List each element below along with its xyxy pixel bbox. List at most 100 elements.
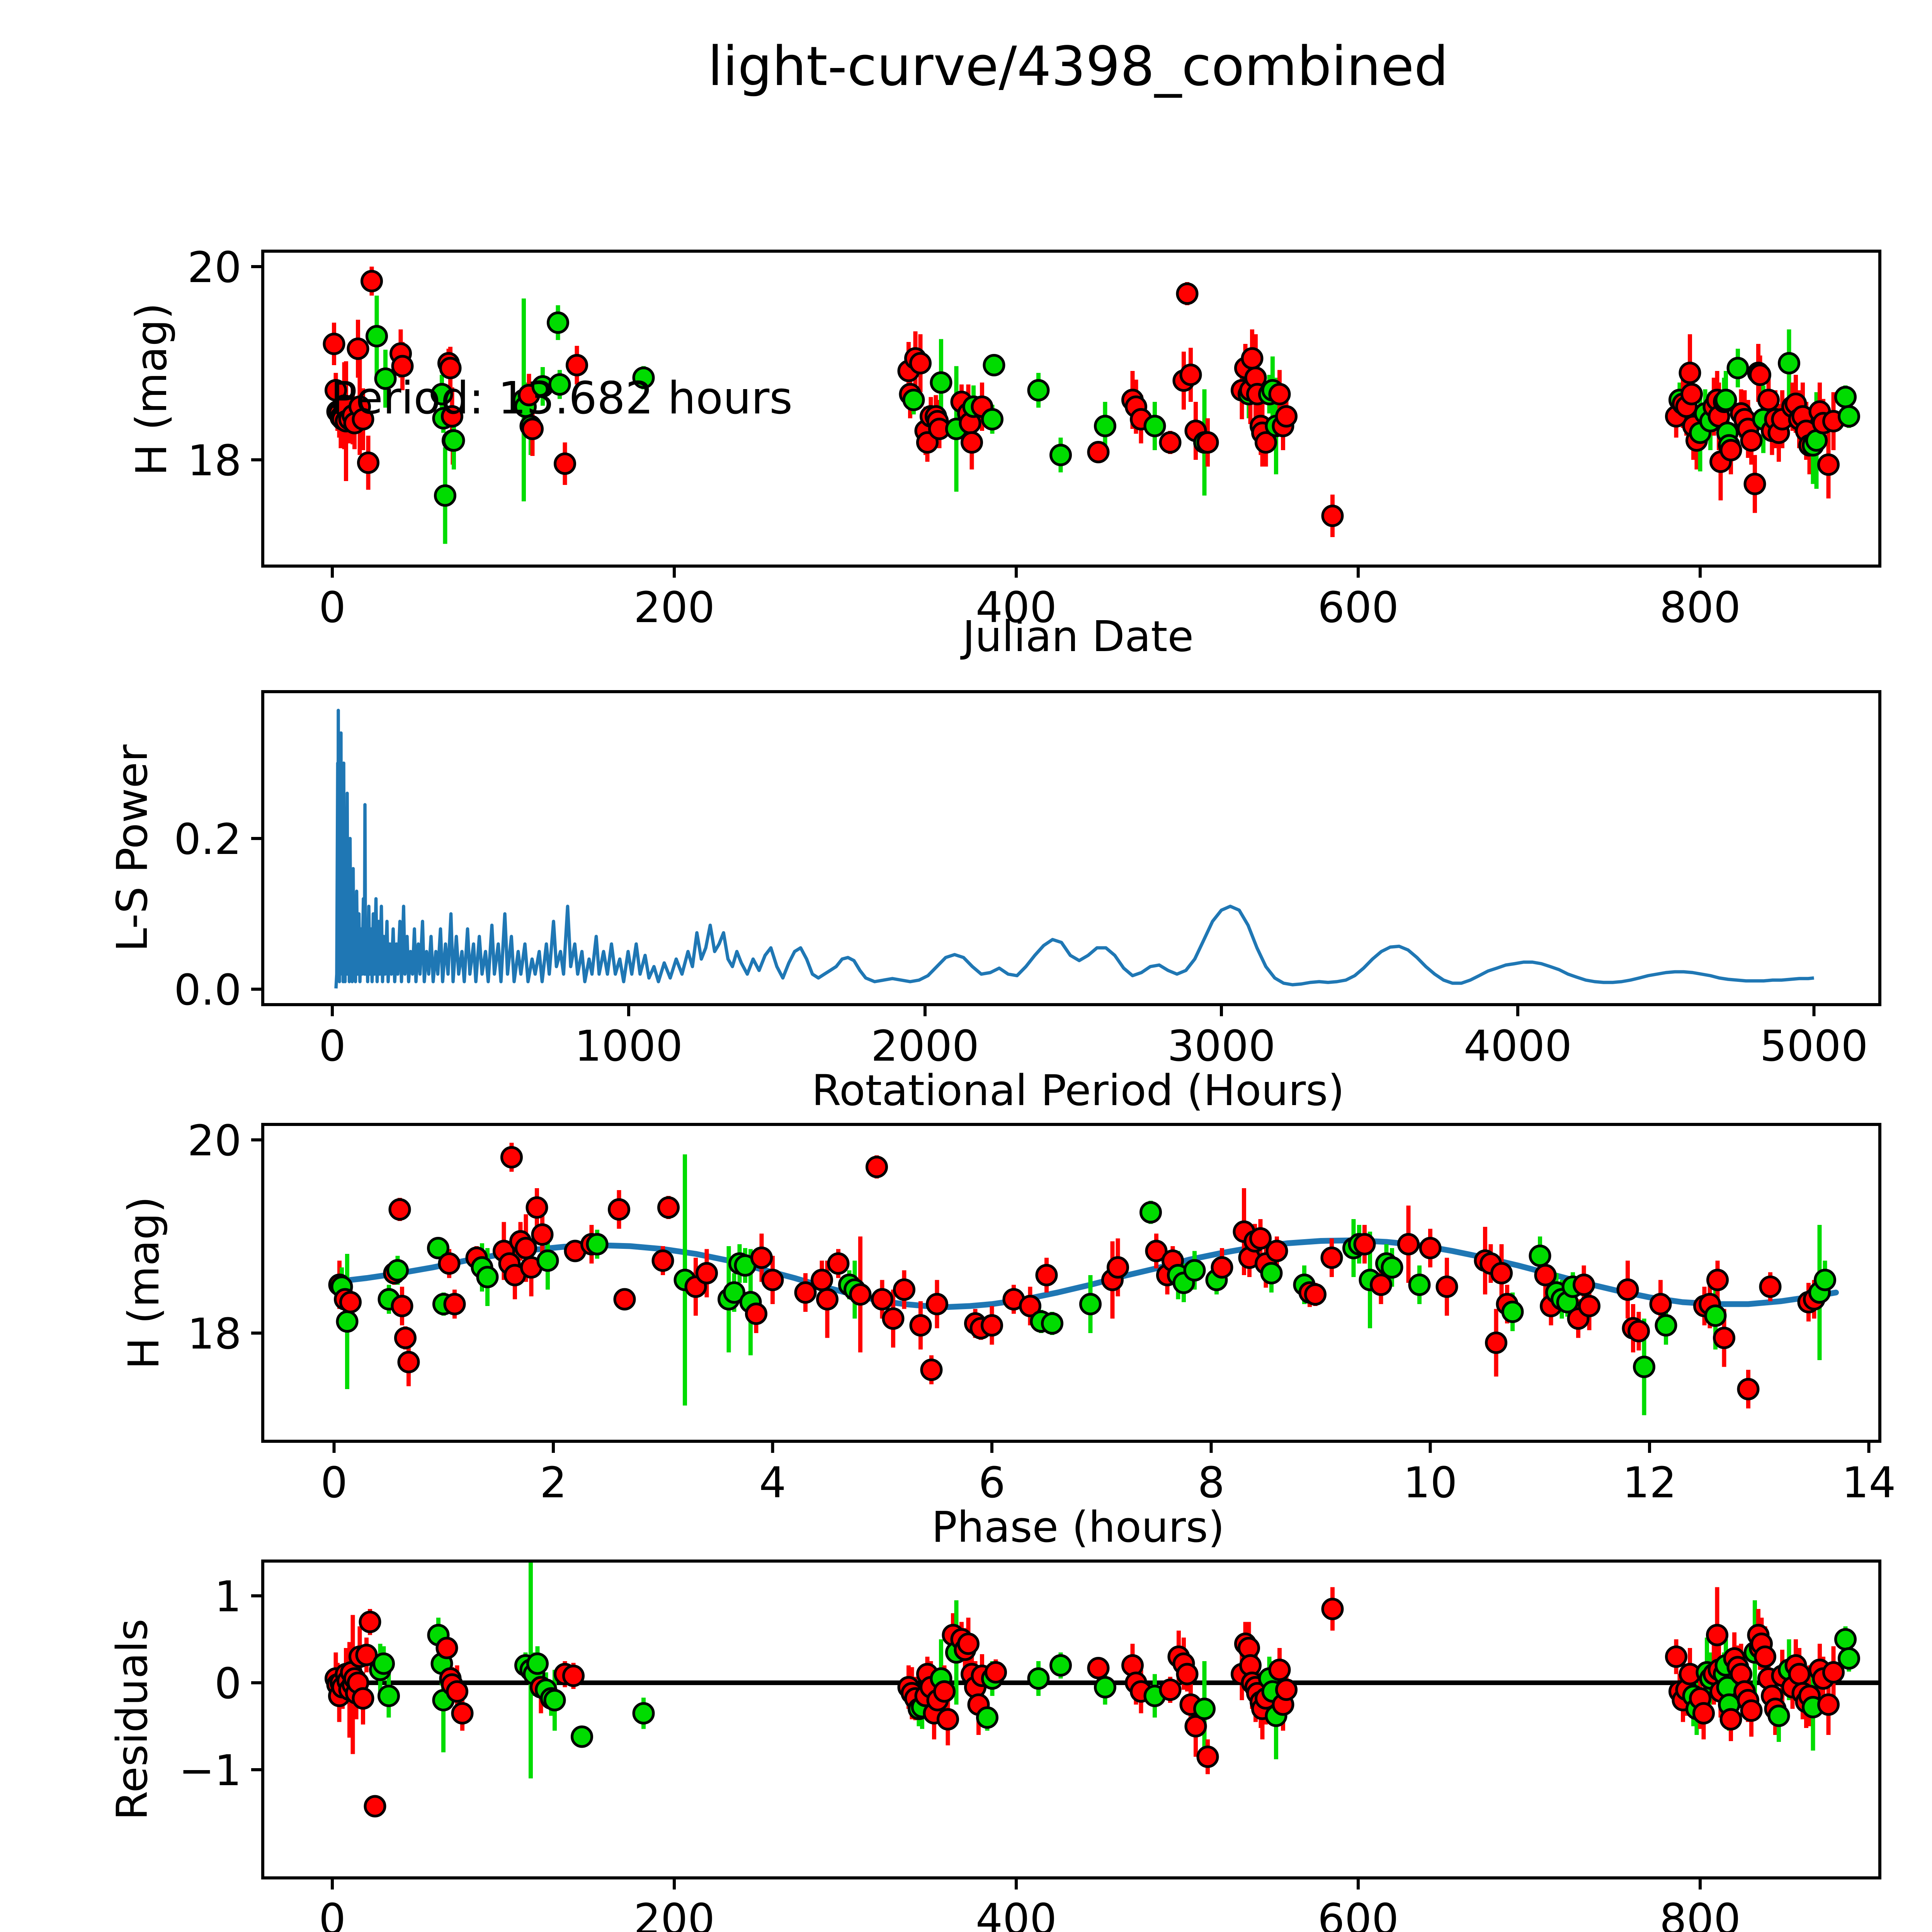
y-tick-label: 20 xyxy=(187,1116,242,1165)
data-point xyxy=(526,1196,548,1219)
data-point xyxy=(1094,1676,1117,1699)
data-point xyxy=(1260,1262,1283,1285)
periodogram-yaxis-label: L-S Power xyxy=(107,744,157,952)
data-point xyxy=(985,1661,1007,1684)
data-point xyxy=(365,325,388,347)
data-point xyxy=(1145,1240,1168,1262)
axes-frame xyxy=(261,690,1881,1006)
data-point xyxy=(1381,1256,1403,1279)
axes-frame xyxy=(261,250,1881,568)
data-point xyxy=(865,1156,888,1179)
data-point xyxy=(909,352,932,374)
data-point xyxy=(521,417,544,440)
x-tick-label: 600 xyxy=(1318,583,1399,632)
data-point xyxy=(981,408,1003,430)
data-point xyxy=(1255,431,1277,454)
data-point xyxy=(446,1680,468,1703)
plot-area-phased xyxy=(328,1143,1839,1415)
data-point xyxy=(1408,1274,1431,1296)
data-point xyxy=(1265,1240,1288,1262)
x-tick-label: 0 xyxy=(319,1895,346,1932)
data-point xyxy=(571,1725,594,1748)
data-point xyxy=(339,1291,362,1314)
data-point xyxy=(1788,1663,1811,1685)
data-point xyxy=(397,1351,420,1374)
data-point xyxy=(632,366,655,389)
data-point xyxy=(1176,282,1199,305)
data-point xyxy=(435,1637,458,1660)
data-point xyxy=(439,357,462,379)
data-point xyxy=(827,1252,850,1275)
data-point xyxy=(1529,1245,1551,1267)
x-tick-label: 2000 xyxy=(871,1021,979,1071)
data-point xyxy=(723,1281,745,1304)
data-point xyxy=(360,270,383,293)
x-tick-label: 1000 xyxy=(575,1021,683,1071)
plot-area-periodogram xyxy=(334,709,1814,989)
data-point xyxy=(1817,453,1840,476)
x-tick-label: 12 xyxy=(1622,1458,1677,1507)
data-point xyxy=(960,431,983,454)
data-point xyxy=(515,1237,537,1260)
periodogram-line xyxy=(334,709,1814,989)
data-point xyxy=(695,1262,718,1285)
data-point xyxy=(1740,1699,1763,1722)
axes-frame xyxy=(261,1123,1881,1443)
x-tick-label: 800 xyxy=(1660,1895,1741,1932)
data-point xyxy=(1353,1233,1376,1256)
data-point xyxy=(357,451,379,474)
plot-area-lightcurve xyxy=(323,267,1861,544)
data-point xyxy=(1320,1247,1343,1269)
data-point xyxy=(1822,1661,1845,1684)
data-point xyxy=(562,1665,585,1687)
data-point xyxy=(1633,1355,1656,1378)
data-point xyxy=(1692,1702,1715,1725)
data-point xyxy=(391,1295,413,1318)
y-tick-label: 18 xyxy=(187,1309,242,1359)
data-point xyxy=(548,373,571,396)
x-tick-label: 4000 xyxy=(1464,1021,1572,1071)
x-tick-label: 600 xyxy=(1318,1895,1399,1932)
data-point xyxy=(1534,1264,1557,1287)
data-point xyxy=(1680,383,1703,405)
y-tick-label: 0 xyxy=(214,1659,242,1708)
data-point xyxy=(1679,361,1701,384)
data-point xyxy=(933,1680,956,1703)
x-tick-label: 3000 xyxy=(1167,1021,1276,1071)
data-point xyxy=(1241,347,1264,370)
data-point xyxy=(930,371,952,394)
data-point xyxy=(1249,1227,1272,1250)
x-tick-label: 800 xyxy=(1660,583,1741,632)
phased-yaxis-label: H (mag) xyxy=(119,1196,168,1369)
data-point xyxy=(1834,1628,1857,1651)
data-point xyxy=(810,1269,833,1291)
data-point xyxy=(1754,1645,1776,1668)
data-point xyxy=(566,354,588,376)
data-point xyxy=(526,1652,549,1675)
data-point xyxy=(1049,444,1072,466)
data-point xyxy=(1304,1283,1327,1306)
x-tick-label: 5000 xyxy=(1760,1021,1868,1071)
data-point xyxy=(1179,363,1202,386)
data-point xyxy=(430,383,453,405)
data-point xyxy=(1838,405,1861,428)
data-point xyxy=(427,1237,449,1260)
data-point xyxy=(1184,1715,1207,1738)
data-point xyxy=(925,1293,948,1316)
data-point xyxy=(388,1198,411,1221)
data-point xyxy=(391,355,414,378)
data-point xyxy=(359,1611,381,1633)
data-point xyxy=(794,1281,817,1304)
data-point xyxy=(1159,1679,1182,1701)
data-point xyxy=(377,1685,400,1708)
y-tick-label: −1 xyxy=(179,1746,242,1795)
data-point xyxy=(1573,1274,1595,1296)
data-point xyxy=(1275,405,1298,428)
x-tick-label: 10 xyxy=(1403,1458,1458,1507)
y-tick-label: 0.0 xyxy=(174,965,242,1015)
data-point xyxy=(553,452,576,475)
data-point xyxy=(1719,439,1742,461)
data-point xyxy=(761,1269,784,1291)
